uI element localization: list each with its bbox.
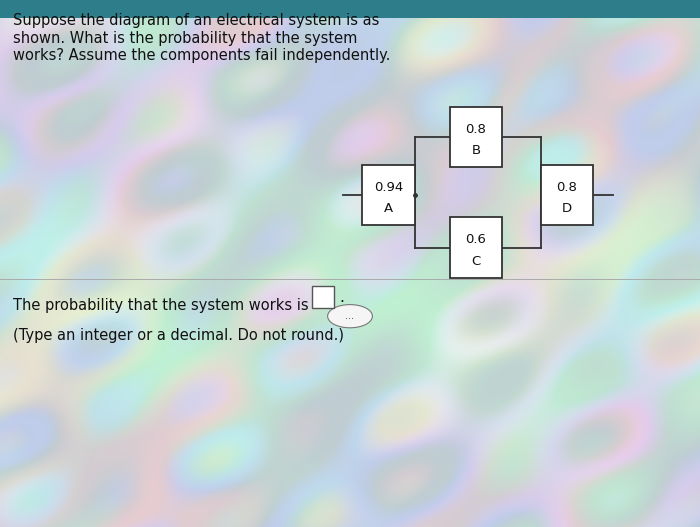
- Text: C: C: [471, 255, 481, 268]
- Ellipse shape: [328, 305, 372, 328]
- FancyBboxPatch shape: [0, 0, 700, 18]
- Text: D: D: [562, 202, 572, 215]
- FancyBboxPatch shape: [540, 164, 594, 226]
- FancyBboxPatch shape: [363, 164, 414, 226]
- Text: 0.8: 0.8: [466, 123, 486, 135]
- Text: (Type an integer or a decimal. Do not round.): (Type an integer or a decimal. Do not ro…: [13, 328, 344, 343]
- FancyBboxPatch shape: [450, 106, 503, 168]
- Text: A: A: [384, 202, 393, 215]
- Text: 0.6: 0.6: [466, 233, 486, 246]
- Text: .: .: [340, 290, 344, 305]
- Text: The probability that the system works is: The probability that the system works is: [13, 298, 308, 313]
- Text: 0.8: 0.8: [556, 181, 577, 193]
- Text: B: B: [471, 144, 481, 157]
- FancyBboxPatch shape: [312, 286, 334, 308]
- Text: ...: ...: [346, 311, 354, 321]
- Text: 0.94: 0.94: [374, 181, 403, 193]
- FancyBboxPatch shape: [450, 217, 503, 278]
- Text: Suppose the diagram of an electrical system is as
shown. What is the probability: Suppose the diagram of an electrical sys…: [13, 13, 390, 63]
